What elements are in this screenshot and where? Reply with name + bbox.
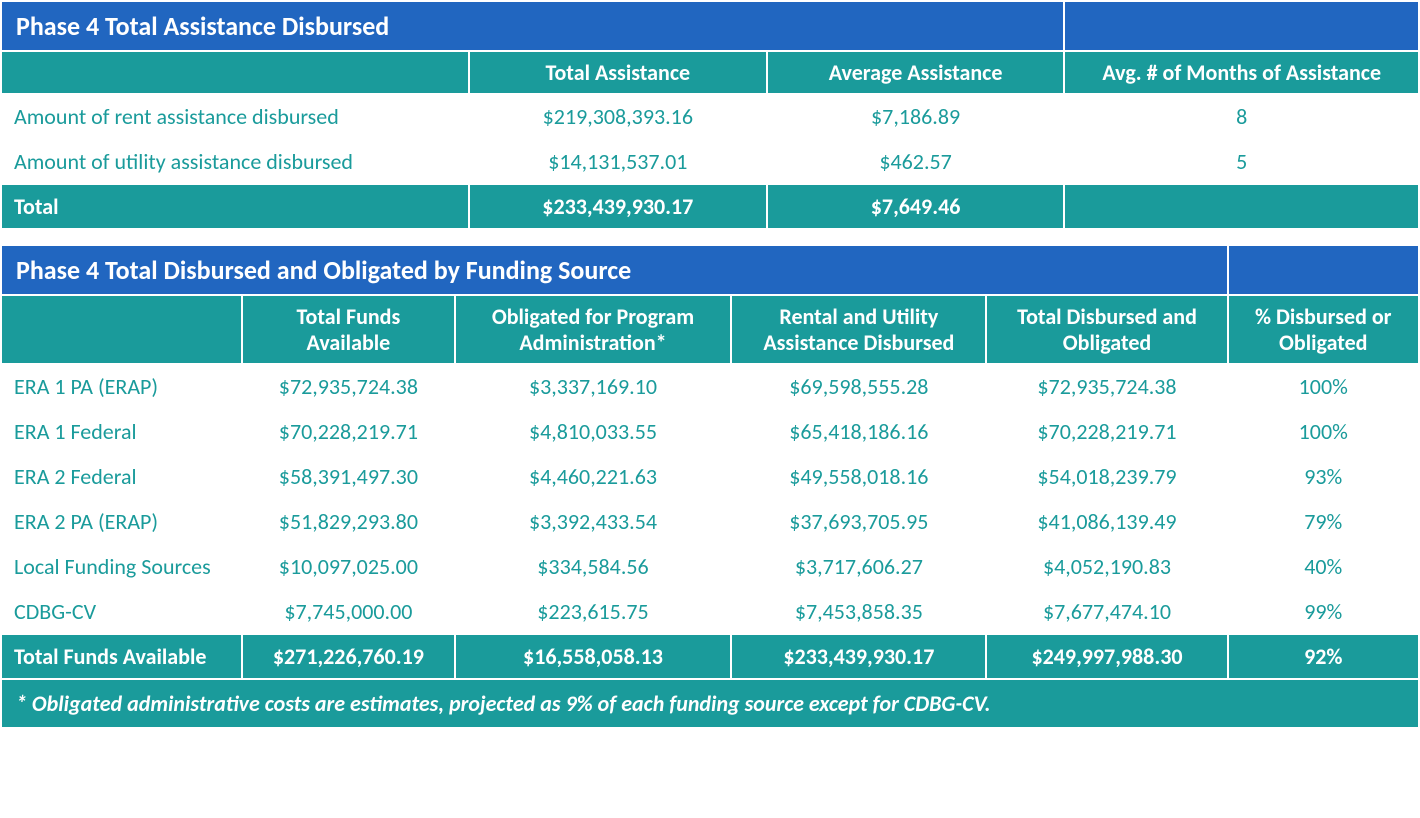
- table2-col-3: Rental and Utility Assistance Disbursed: [731, 295, 986, 364]
- table2-total-row: Total Funds Available $271,226,760.19 $1…: [1, 634, 1419, 679]
- table-row: ERA 1 Federal $70,228,219.71 $4,810,033.…: [1, 409, 1419, 454]
- table1-total-row: Total $233,439,930.17 $7,649.46: [1, 184, 1419, 229]
- row-val: $69,598,555.28: [731, 364, 986, 409]
- row-val: $10,097,025.00: [242, 544, 455, 589]
- table2-footnote-row: * Obligated administrative costs are est…: [1, 679, 1419, 728]
- row-val: $72,935,724.38: [986, 364, 1227, 409]
- row-val: $72,935,724.38: [242, 364, 455, 409]
- table1-title: Phase 4 Total Assistance Disbursed: [1, 1, 1064, 51]
- table-row: CDBG-CV $7,745,000.00 $223,615.75 $7,453…: [1, 589, 1419, 634]
- row-val: $3,337,169.10: [455, 364, 732, 409]
- total-val: $271,226,760.19: [242, 634, 455, 679]
- total-total: $233,439,930.17: [469, 184, 767, 229]
- total-months-blank: [1064, 184, 1419, 229]
- total-val: $249,997,988.30: [986, 634, 1227, 679]
- row-label: ERA 2 Federal: [1, 454, 242, 499]
- row-val: 40%: [1228, 544, 1419, 589]
- row-val: $54,018,239.79: [986, 454, 1227, 499]
- total-avg: $7,649.46: [767, 184, 1065, 229]
- total-val: $16,558,058.13: [455, 634, 732, 679]
- row-val: $7,677,474.10: [986, 589, 1227, 634]
- table-row: ERA 2 Federal $58,391,497.30 $4,460,221.…: [1, 454, 1419, 499]
- table2-title-row: Phase 4 Total Disbursed and Obligated by…: [1, 245, 1419, 295]
- table2-col-1: Total Funds Available: [242, 295, 455, 364]
- row-val: $70,228,219.71: [986, 409, 1227, 454]
- row-val: $70,228,219.71: [242, 409, 455, 454]
- row-val: 100%: [1228, 364, 1419, 409]
- row-label: Local Funding Sources: [1, 544, 242, 589]
- row-val: $7,453,858.35: [731, 589, 986, 634]
- row-label: Amount of utility assistance disbursed: [1, 139, 469, 184]
- row-val: $7,745,000.00: [242, 589, 455, 634]
- table-row: ERA 2 PA (ERAP) $51,829,293.80 $3,392,43…: [1, 499, 1419, 544]
- row-label: ERA 2 PA (ERAP): [1, 499, 242, 544]
- total-val: $233,439,930.17: [731, 634, 986, 679]
- row-avg: $7,186.89: [767, 94, 1065, 139]
- row-months: 8: [1064, 94, 1419, 139]
- row-val: $4,052,190.83: [986, 544, 1227, 589]
- row-val: $4,460,221.63: [455, 454, 732, 499]
- row-val: $3,392,433.54: [455, 499, 732, 544]
- assistance-disbursed-table: Phase 4 Total Assistance Disbursed Total…: [0, 0, 1420, 230]
- row-val: $58,391,497.30: [242, 454, 455, 499]
- total-label: Total: [1, 184, 469, 229]
- table1-title-row: Phase 4 Total Assistance Disbursed: [1, 1, 1419, 51]
- row-months: 5: [1064, 139, 1419, 184]
- table1-col-avg: Average Assistance: [767, 51, 1065, 94]
- row-val: $51,829,293.80: [242, 499, 455, 544]
- row-val: 99%: [1228, 589, 1419, 634]
- row-label: CDBG-CV: [1, 589, 242, 634]
- row-val: $223,615.75: [455, 589, 732, 634]
- row-val: 93%: [1228, 454, 1419, 499]
- row-val: 79%: [1228, 499, 1419, 544]
- row-avg: $462.57: [767, 139, 1065, 184]
- table2-header-blank: [1, 295, 242, 364]
- table-row: Amount of rent assistance disbursed $219…: [1, 94, 1419, 139]
- row-val: 100%: [1228, 409, 1419, 454]
- row-val: $37,693,705.95: [731, 499, 986, 544]
- row-label: ERA 1 PA (ERAP): [1, 364, 242, 409]
- table1-col-total: Total Assistance: [469, 51, 767, 94]
- funding-source-table: Phase 4 Total Disbursed and Obligated by…: [0, 244, 1420, 729]
- row-val: $65,418,186.16: [731, 409, 986, 454]
- table-row: Local Funding Sources $10,097,025.00 $33…: [1, 544, 1419, 589]
- row-total: $14,131,537.01: [469, 139, 767, 184]
- table-row: Amount of utility assistance disbursed $…: [1, 139, 1419, 184]
- row-total: $219,308,393.16: [469, 94, 767, 139]
- row-label: ERA 1 Federal: [1, 409, 242, 454]
- row-val: $334,584.56: [455, 544, 732, 589]
- table2-title-corner: [1228, 245, 1419, 295]
- table1-col-months: Avg. # of Months of Assistance: [1064, 51, 1419, 94]
- table-row: ERA 1 PA (ERAP) $72,935,724.38 $3,337,16…: [1, 364, 1419, 409]
- row-val: $49,558,018.16: [731, 454, 986, 499]
- table2-footnote: * Obligated administrative costs are est…: [1, 679, 1419, 728]
- table2-col-2: Obligated for Program Administration*: [455, 295, 732, 364]
- table2-col-5: % Disbursed or Obligated: [1228, 295, 1419, 364]
- row-val: $3,717,606.27: [731, 544, 986, 589]
- table1-header-row: Total Assistance Average Assistance Avg.…: [1, 51, 1419, 94]
- table2-title: Phase 4 Total Disbursed and Obligated by…: [1, 245, 1228, 295]
- total-label: Total Funds Available: [1, 634, 242, 679]
- table1-header-blank: [1, 51, 469, 94]
- row-val: $4,810,033.55: [455, 409, 732, 454]
- table1-title-corner: [1064, 1, 1419, 51]
- total-val: 92%: [1228, 634, 1419, 679]
- table2-col-4: Total Disbursed and Obligated: [986, 295, 1227, 364]
- row-val: $41,086,139.49: [986, 499, 1227, 544]
- row-label: Amount of rent assistance disbursed: [1, 94, 469, 139]
- table2-header-row: Total Funds Available Obligated for Prog…: [1, 295, 1419, 364]
